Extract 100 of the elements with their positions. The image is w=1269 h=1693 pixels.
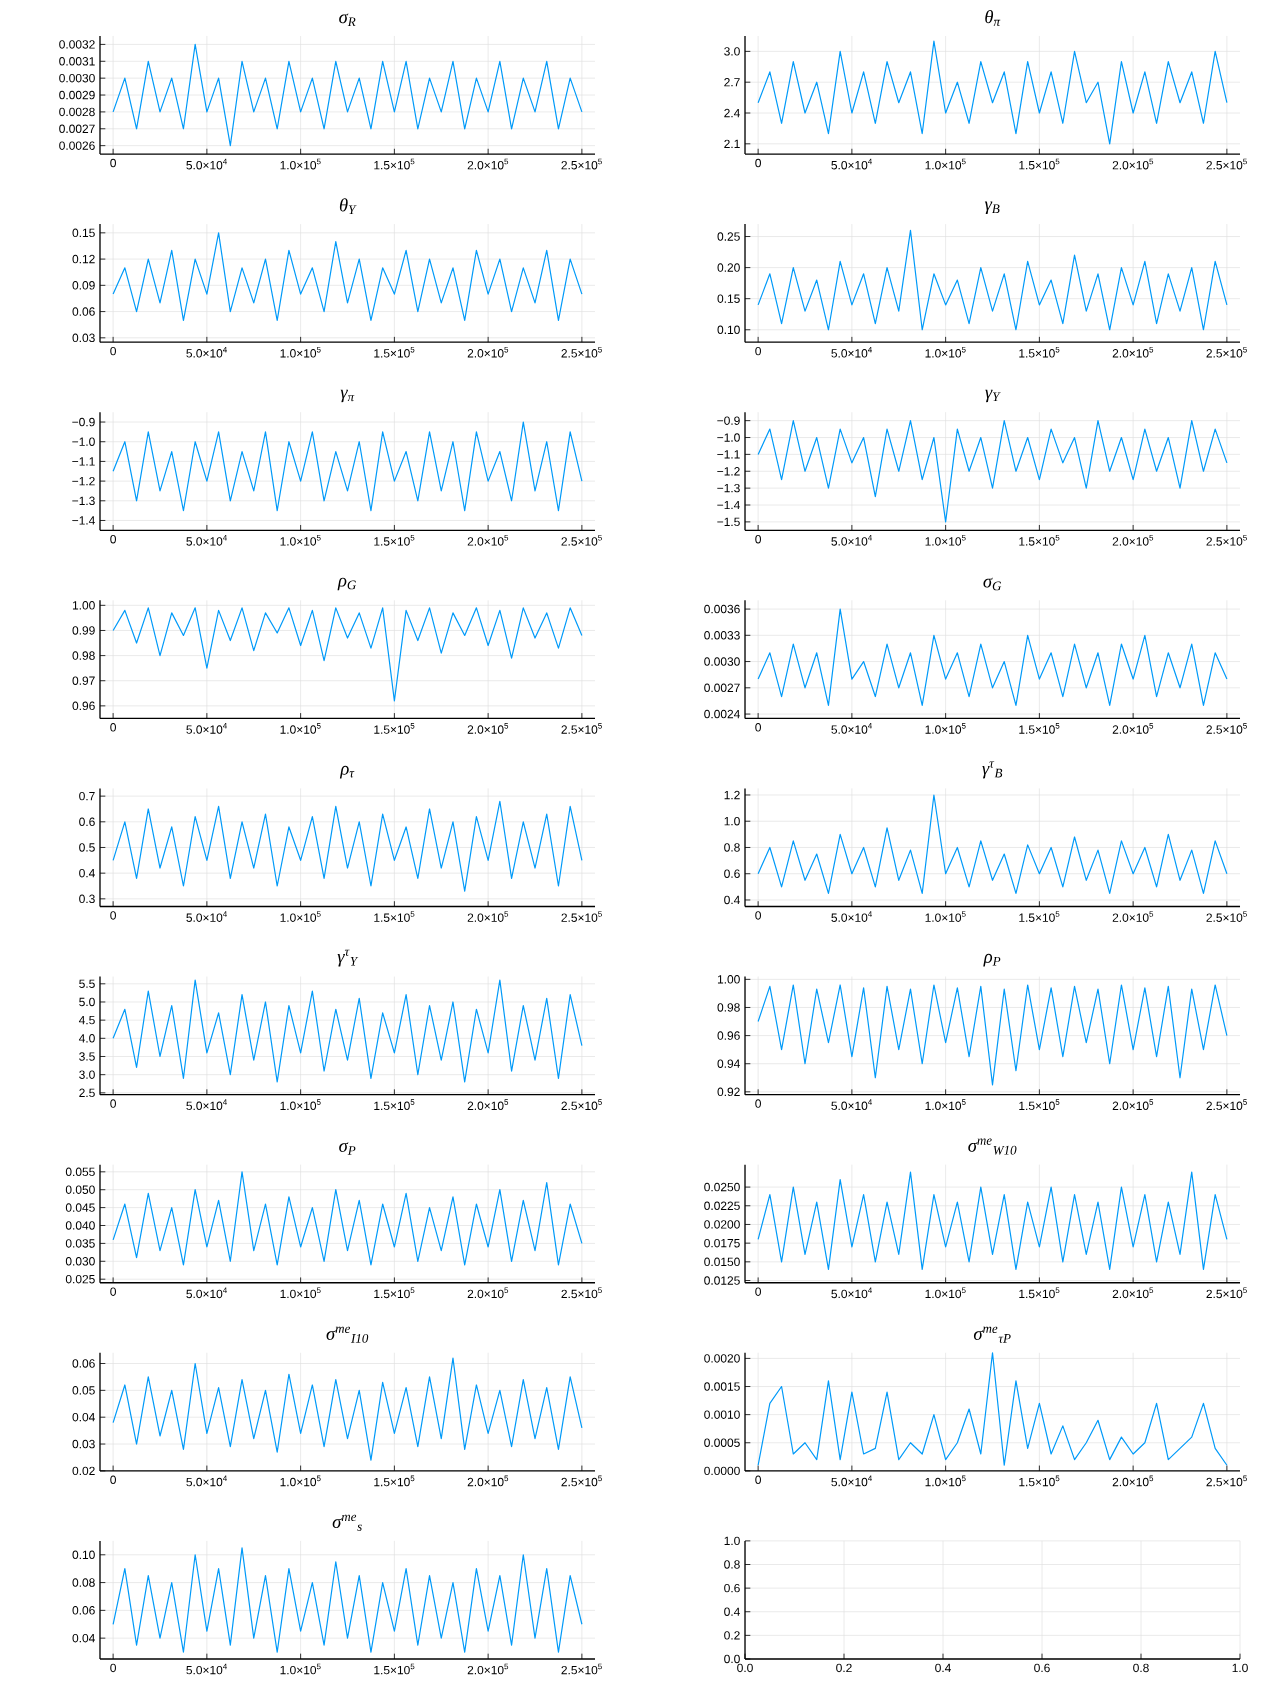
chart-title: σ$^{me}$I10 [326, 1326, 369, 1343]
x-tick-label: 5.0×10$^{4}$ [186, 1475, 227, 1487]
y-tick-label: 0.4 [79, 868, 95, 878]
x-tick-label: 2.5×10$^{5}$ [561, 1099, 602, 1111]
line-series [112, 232, 583, 321]
y-tick-label: 0.25 [717, 232, 740, 241]
x-tick-label: 5.0×10$^{4}$ [186, 158, 227, 170]
x-tick-label: 2.0×10$^{5}$ [467, 1475, 509, 1487]
x-tick-label: 1.5×10$^{5}$ [374, 535, 415, 546]
y-tick-label: 0.0036 [704, 604, 740, 614]
chart-title: γ$_{π}$ [340, 389, 355, 403]
x-tick-label: 0 [755, 911, 761, 920]
x-tick-label: 2.5×10$^{5}$ [561, 535, 602, 546]
x-tick-label: 1.5×10$^{5}$ [1019, 1475, 1060, 1487]
x-tick-label: 1.0×10$^{5}$ [925, 346, 966, 358]
chart-title: γ$^{τ}$B [982, 761, 1003, 779]
chart-title: γ$_{Y}$ [985, 389, 1001, 403]
y-tick-label: 0.10 [717, 325, 740, 335]
x-tick-label: 0 [755, 1099, 761, 1108]
x-tick-label: 2.5×10$^{5}$ [561, 346, 602, 358]
y-tick-label: 0.0 [724, 1654, 740, 1664]
chart-title: σ$_{R}$ [339, 13, 356, 26]
y-tick-label: 0.0015 [704, 1382, 740, 1391]
y-tick-label: 0.6 [79, 817, 95, 827]
y-tick-label: 0.92 [717, 1087, 740, 1097]
y-tick-label: 3.0 [79, 1070, 95, 1079]
y-tick-label: 2.5 [79, 1088, 95, 1098]
x-tick-label: 1.5×10$^{5}$ [374, 1287, 415, 1299]
x-tick-label: 1.5×10$^{5}$ [1019, 346, 1060, 358]
line-series [757, 420, 1228, 523]
x-tick-label: 1.5×10$^{5}$ [374, 723, 415, 734]
line-series [112, 607, 583, 702]
chart-title: σ$_{G}$ [983, 577, 1002, 591]
chart-title: σ$_{P}$ [339, 1142, 356, 1155]
x-tick-label: 0 [110, 1475, 116, 1485]
chart-title: ρ$_{P}$ [983, 953, 1001, 967]
y-tick-label: 0.5 [79, 843, 95, 852]
x-tick-label: 0.6 [1034, 1663, 1050, 1673]
y-tick-label: 3.5 [79, 1052, 95, 1061]
x-tick-label: 5.0×10$^{4}$ [186, 1663, 227, 1675]
y-tick-label: 0.7 [79, 791, 95, 801]
x-tick-label: 0 [110, 1099, 116, 1108]
y-tick-label: 2.1 [724, 139, 740, 148]
x-tick-label: 2.0×10$^{5}$ [467, 1287, 509, 1299]
y-tick-label: 0.8 [724, 1560, 740, 1569]
y-tick-label: 0.050 [65, 1185, 95, 1194]
x-tick-label: 1.5×10$^{5}$ [1019, 1099, 1060, 1111]
x-tick-label: 5.0×10$^{4}$ [186, 723, 227, 734]
x-tick-label: 2.5×10$^{5}$ [561, 723, 602, 734]
x-tick-label: 5.0×10$^{4}$ [186, 346, 227, 358]
y-tick-label: 0.0005 [704, 1438, 740, 1447]
y-tick-label: −1.0 [72, 437, 95, 446]
y-tick-label: 0.99 [72, 626, 95, 635]
x-tick-label: 0 [110, 535, 116, 544]
x-tick-label: 1.0×10$^{5}$ [280, 1475, 321, 1487]
x-tick-label: 1.0×10$^{5}$ [925, 911, 966, 922]
x-tick-label: 2.5×10$^{5}$ [1206, 1475, 1247, 1487]
x-tick-label: 0.0 [737, 1663, 753, 1673]
y-tick-label: 0.2 [724, 1631, 740, 1640]
x-tick-label: 2.0×10$^{5}$ [1112, 723, 1154, 734]
x-tick-label: 5.0×10$^{4}$ [186, 1099, 227, 1111]
x-tick-label: 0.2 [836, 1663, 852, 1673]
x-tick-label: 2.0×10$^{5}$ [1112, 1099, 1154, 1111]
y-tick-label: 0.06 [72, 307, 95, 316]
x-tick-label: 2.5×10$^{5}$ [561, 1663, 602, 1675]
x-tick-label: 5.0×10$^{4}$ [831, 1287, 872, 1299]
x-tick-label: 0.4 [935, 1663, 951, 1673]
y-tick-label: 0.0200 [704, 1220, 740, 1229]
y-tick-label: 2.4 [724, 108, 740, 118]
x-tick-label: 0 [110, 1287, 116, 1296]
y-tick-label: −1.2 [717, 467, 740, 476]
y-tick-label: 0.3 [79, 894, 95, 904]
x-tick-label: 1.0×10$^{5}$ [925, 158, 966, 170]
y-tick-label: 0.0032 [59, 40, 95, 49]
chart-title: θ$_{Y}$ [339, 198, 357, 215]
x-tick-label: 2.0×10$^{5}$ [467, 346, 509, 358]
x-tick-label: 1.0×10$^{5}$ [925, 1287, 966, 1299]
x-tick-label: 2.0×10$^{5}$ [467, 911, 509, 922]
y-tick-label: 0.6 [724, 1583, 740, 1593]
x-tick-label: 2.5×10$^{5}$ [561, 158, 602, 170]
y-tick-label: 0.040 [65, 1221, 95, 1230]
y-tick-label: 0.0250 [704, 1182, 740, 1192]
x-tick-label: 2.0×10$^{5}$ [467, 535, 509, 546]
y-tick-label: 0.03 [72, 333, 95, 343]
x-tick-label: 0 [755, 723, 761, 732]
y-tick-label: 0.0030 [59, 73, 95, 83]
x-tick-label: 2.5×10$^{5}$ [561, 911, 602, 922]
y-tick-label: 0.08 [72, 1578, 95, 1587]
x-tick-label: 0 [110, 1663, 116, 1673]
x-tick-label: 1.0×10$^{5}$ [925, 1475, 966, 1487]
y-tick-label: 0.8 [724, 843, 740, 852]
y-tick-label: 0.05 [72, 1386, 95, 1395]
y-tick-label: −0.9 [717, 416, 740, 425]
line-series [757, 40, 1228, 145]
y-tick-label: 0.0125 [704, 1276, 740, 1285]
x-tick-label: 2.5×10$^{5}$ [1206, 535, 1247, 546]
x-tick-label: 2.5×10$^{5}$ [561, 1287, 602, 1299]
line-series [112, 1171, 583, 1266]
y-tick-label: 0.12 [72, 254, 95, 264]
x-tick-label: 2.5×10$^{5}$ [1206, 1099, 1247, 1111]
